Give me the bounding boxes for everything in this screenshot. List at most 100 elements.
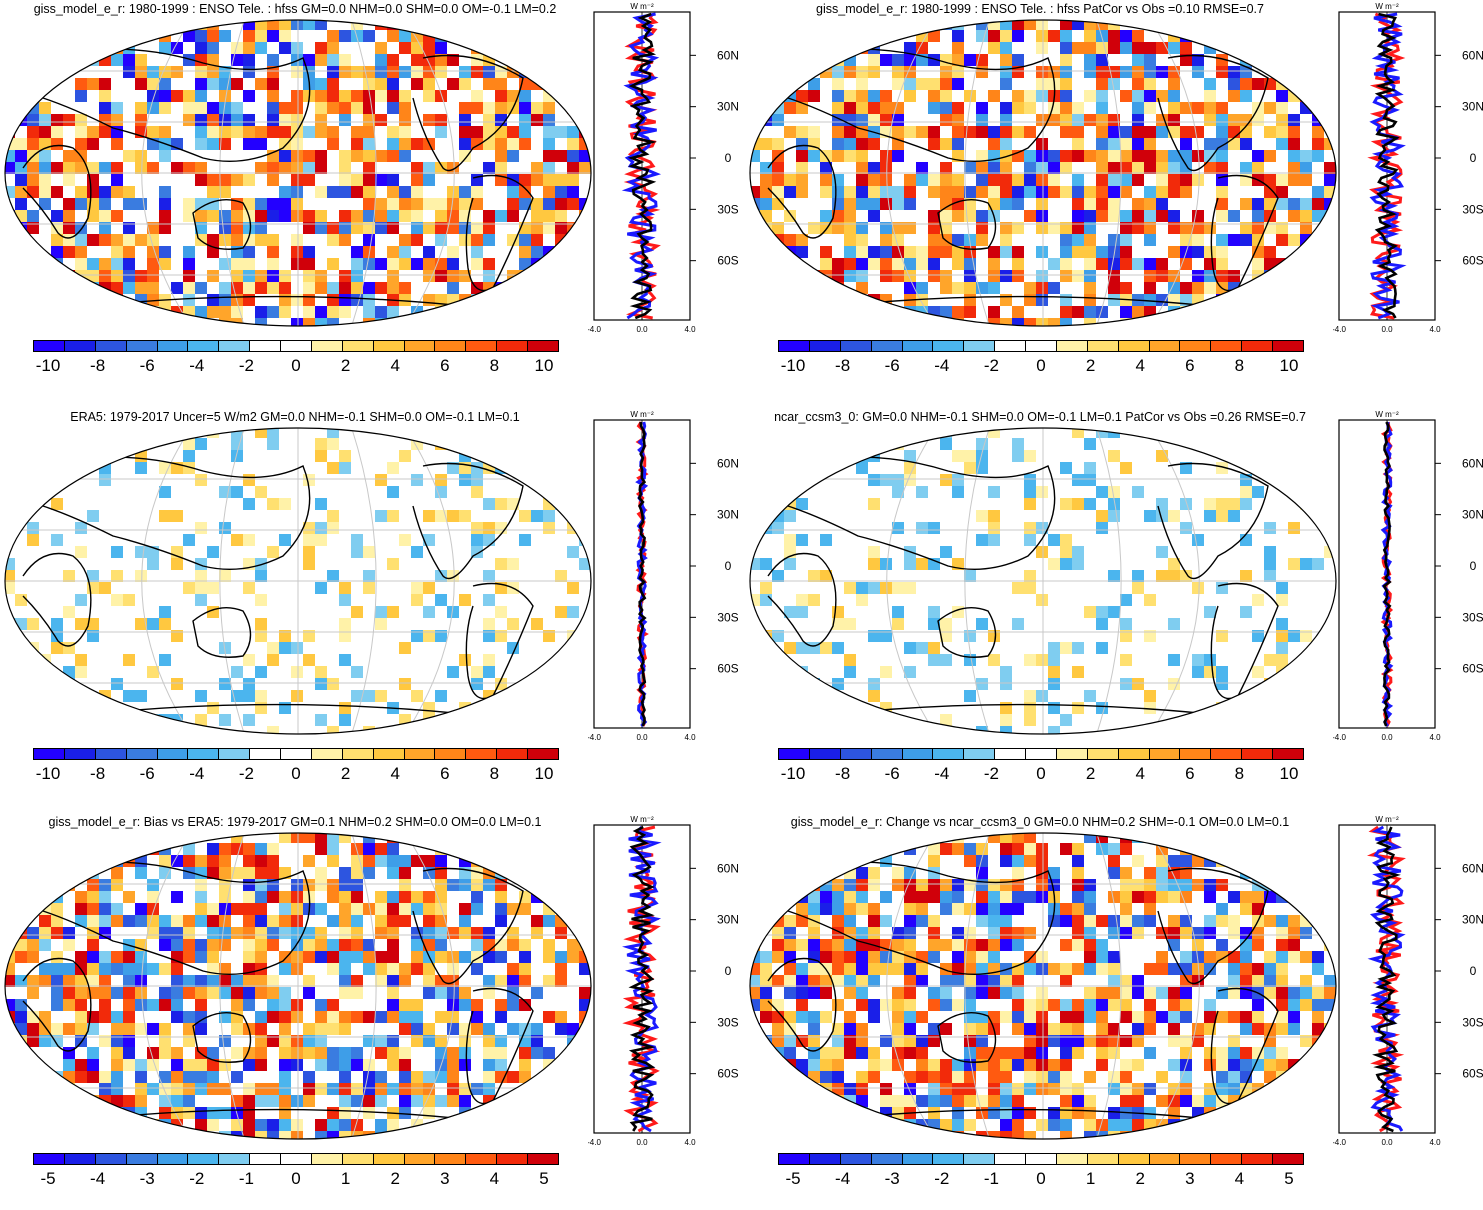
profile-lat-label: 60S (1462, 1067, 1483, 1081)
colorbar-box (528, 749, 558, 759)
profile-lat-label: 0 (1470, 964, 1477, 978)
colorbar-label: -1 (983, 1169, 999, 1188)
colorbar-box (902, 1154, 934, 1164)
colorbar-box (157, 341, 189, 351)
colorbar-label: 6 (440, 356, 450, 375)
colorbar-label: 4 (1135, 356, 1145, 375)
colorbar-box (995, 1154, 1026, 1164)
colorbar-label: -2 (983, 356, 999, 375)
colorbar-box (64, 749, 96, 759)
colorbar-box (809, 341, 841, 351)
colorbar-box (466, 1154, 498, 1164)
profile-lat-label: 0 (1470, 151, 1477, 165)
zonal-mean-profile: W m⁻² 60N 30N 0 30S 60S -4.0 0.0 4.0 (1333, 815, 1483, 1165)
graticule (5, 833, 591, 1139)
colorbar-labels: -10 -8 -6 -4 -2 0 2 4 6 8 10 (33, 356, 559, 378)
colorbar-box (902, 341, 934, 351)
colorbar-box (1056, 749, 1088, 759)
colorbar-label: -4 (835, 1169, 851, 1188)
colorbar-box (1149, 749, 1181, 759)
colorbar (33, 340, 559, 352)
profile-lat-label: 30N (717, 100, 738, 114)
colorbar-box (281, 1154, 312, 1164)
colorbar-label: 2 (340, 764, 351, 783)
colorbar-box (1118, 341, 1150, 351)
profile-lat-label: 30N (1462, 913, 1483, 927)
colorbar-label: -2 (983, 764, 999, 783)
profile-lat-label: 60N (1462, 48, 1483, 62)
profile-x-tick: 4.0 (1429, 733, 1441, 742)
colorbar-label: 8 (489, 764, 500, 783)
profile-lat-label: 30S (717, 1015, 738, 1029)
colorbar-box (933, 1154, 965, 1164)
colorbar-box (1149, 341, 1181, 351)
colorbar-label: 8 (489, 356, 500, 375)
colorbar-box (126, 749, 158, 759)
colorbar-label: -2 (934, 1169, 950, 1188)
profile-x-tick: 4.0 (684, 325, 696, 334)
colorbar-label: -4 (90, 1169, 106, 1188)
colorbar-label: -2 (189, 1169, 205, 1188)
panel-title: ERA5: 1979-2017 Uncer=5 W/m2 GM=0.0 NHM=… (70, 410, 520, 424)
profile-lat-label: 30S (1462, 610, 1483, 624)
colorbar-box (34, 341, 65, 351)
map-border (749, 832, 1337, 1140)
colorbar-label: -8 (90, 356, 106, 375)
colorbar-box (250, 749, 281, 759)
profile-lat-label: 30N (717, 508, 738, 522)
colorbar-box (1242, 341, 1273, 351)
profile-lat-label: 30N (717, 913, 738, 927)
colorbar-label: 10 (534, 764, 554, 783)
map-field (750, 833, 1336, 1139)
profile-x-tick: 4.0 (1429, 1138, 1441, 1147)
colorbar-label: -8 (90, 764, 106, 783)
colorbar-box (219, 1154, 251, 1164)
panel-title: giss_model_e_r: 1980-1999 : ENSO Tele. :… (33, 2, 557, 16)
colorbar-box (1180, 749, 1212, 759)
profile-x-tick: 0.0 (1381, 1138, 1393, 1147)
colorbar-label: 2 (1135, 1169, 1145, 1188)
colorbar-label: 10 (534, 356, 554, 375)
profile-unit-label: W m⁻² (630, 815, 654, 824)
colorbar-box (840, 749, 872, 759)
colorbar-box (373, 1154, 405, 1164)
profile-x-tick: -4.0 (1333, 733, 1346, 742)
robinson-map (748, 18, 1338, 328)
profile-lat-label: 60S (1462, 254, 1483, 268)
colorbar-label: -4 (189, 764, 205, 783)
colorbar-box (95, 1154, 127, 1164)
colorbar-label: -6 (884, 764, 900, 783)
colorbar-label: 5 (539, 1169, 549, 1188)
zonal-mean-line (628, 825, 656, 1132)
zonal-mean-profile: W m⁻² 60N 30N 0 30S 60S -4.0 0.0 4.0 (1333, 2, 1483, 352)
colorbar-box (250, 341, 281, 351)
colorbar-box (311, 341, 343, 351)
colorbar-box (435, 1154, 467, 1164)
panel-title: ncar_ccsm3_0: GM=0.0 NHM=-0.1 SHM=0.0 OM… (774, 410, 1306, 424)
profile-x-tick: 0.0 (636, 1138, 648, 1147)
map-border (4, 832, 592, 1140)
colorbar-box (435, 749, 467, 759)
colorbar-box (1026, 1154, 1057, 1164)
colorbar-label: -4 (934, 356, 950, 375)
colorbar-box (188, 341, 220, 351)
profile-lat-label: 60S (717, 254, 738, 268)
colorbar-label: 3 (440, 1169, 450, 1188)
panel-p4: ncar_ccsm3_0: GM=0.0 NHM=-0.1 SHM=0.0 OM… (745, 410, 1483, 805)
colorbar-box (281, 341, 312, 351)
map-border (4, 427, 592, 735)
colorbar-box (528, 341, 558, 351)
colorbar-box (528, 1154, 558, 1164)
colorbar-box (1242, 749, 1273, 759)
colorbar-box (64, 1154, 96, 1164)
colorbar-box (435, 341, 467, 351)
colorbar (778, 1153, 1304, 1165)
graticule (5, 20, 591, 326)
colorbar-box (95, 749, 127, 759)
colorbar-box (1211, 749, 1243, 759)
colorbar-box (1118, 1154, 1150, 1164)
profile-x-tick: 4.0 (1429, 325, 1441, 334)
zonal-mean-line (1369, 12, 1407, 320)
profile-unit-label: W m⁻² (1375, 2, 1399, 11)
zonal-mean-line (1366, 825, 1406, 1133)
